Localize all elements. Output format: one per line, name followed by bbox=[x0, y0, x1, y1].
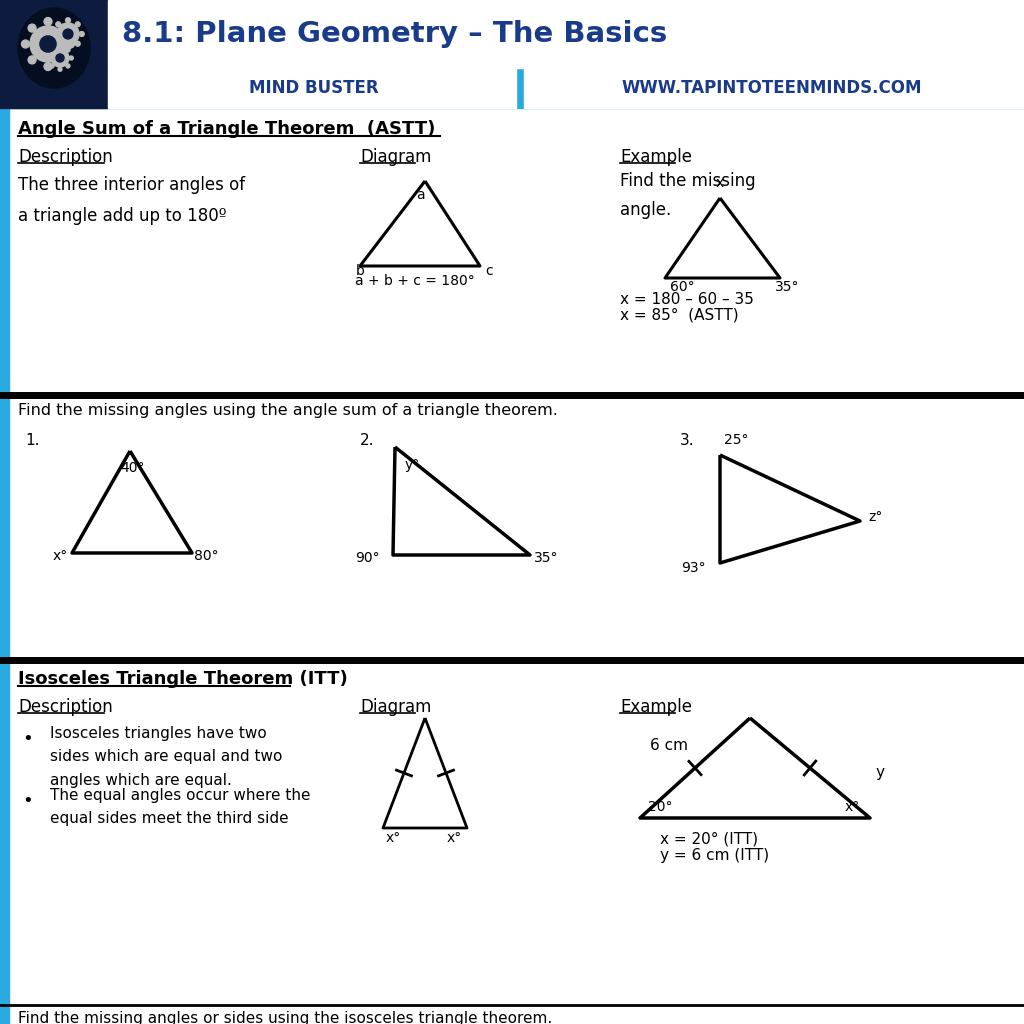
Circle shape bbox=[56, 54, 65, 62]
Circle shape bbox=[44, 62, 52, 71]
Text: x = 85°  (ASTT): x = 85° (ASTT) bbox=[620, 308, 738, 323]
Circle shape bbox=[70, 56, 74, 60]
Text: 90°: 90° bbox=[355, 551, 380, 565]
Text: x°: x° bbox=[386, 831, 401, 845]
Text: x: x bbox=[716, 176, 724, 190]
Text: y°: y° bbox=[406, 458, 420, 472]
Circle shape bbox=[60, 25, 68, 32]
Text: Find the missing angles or sides using the isosceles triangle theorem.: Find the missing angles or sides using t… bbox=[18, 1011, 552, 1024]
Circle shape bbox=[66, 45, 71, 50]
Text: Description: Description bbox=[18, 698, 113, 716]
Text: Isosceles triangles have two
sides which are equal and two
angles which are equa: Isosceles triangles have two sides which… bbox=[50, 726, 283, 787]
Circle shape bbox=[56, 41, 60, 46]
Text: •: • bbox=[22, 730, 33, 748]
Bar bbox=[108, 0, 1024, 68]
Text: Isosceles Triangle Theorem (ITT): Isosceles Triangle Theorem (ITT) bbox=[18, 670, 348, 688]
Bar bbox=[0, 0, 1024, 108]
Text: c: c bbox=[485, 264, 493, 278]
Circle shape bbox=[40, 36, 56, 52]
Circle shape bbox=[76, 41, 80, 46]
Text: 1.: 1. bbox=[25, 433, 40, 449]
Text: Diagram: Diagram bbox=[360, 148, 431, 166]
Circle shape bbox=[28, 25, 36, 32]
Circle shape bbox=[56, 22, 60, 27]
Circle shape bbox=[22, 40, 30, 48]
Text: Find the missing angles using the angle sum of a triangle theorem.: Find the missing angles using the angle … bbox=[18, 403, 558, 418]
Circle shape bbox=[66, 48, 70, 52]
Text: 3.: 3. bbox=[680, 433, 694, 449]
Text: x°: x° bbox=[446, 831, 462, 845]
Bar bbox=[0, 108, 9, 1024]
Text: MIND BUSTER: MIND BUSTER bbox=[249, 79, 379, 97]
Circle shape bbox=[58, 45, 62, 49]
Circle shape bbox=[57, 23, 79, 45]
Circle shape bbox=[51, 49, 69, 67]
Text: 25°: 25° bbox=[724, 433, 749, 447]
Text: •: • bbox=[22, 792, 33, 810]
Bar bbox=[108, 68, 516, 108]
Text: 8.1: Plane Geometry – The Basics: 8.1: Plane Geometry – The Basics bbox=[122, 20, 668, 48]
Circle shape bbox=[79, 32, 84, 37]
Text: y: y bbox=[874, 766, 884, 780]
Circle shape bbox=[63, 29, 73, 39]
Ellipse shape bbox=[18, 8, 90, 88]
Circle shape bbox=[76, 22, 80, 27]
Text: The equal angles occur where the
equal sides meet the third side: The equal angles occur where the equal s… bbox=[50, 788, 310, 826]
Text: 80°: 80° bbox=[194, 549, 219, 563]
Circle shape bbox=[58, 68, 62, 72]
Text: Example: Example bbox=[620, 148, 692, 166]
Text: Diagram: Diagram bbox=[360, 698, 431, 716]
Text: b: b bbox=[356, 264, 365, 278]
Text: y = 6 cm (ITT): y = 6 cm (ITT) bbox=[660, 848, 769, 863]
Circle shape bbox=[50, 63, 54, 68]
Text: 2.: 2. bbox=[360, 433, 375, 449]
Circle shape bbox=[66, 17, 71, 23]
Text: x = 20° (ITT): x = 20° (ITT) bbox=[660, 831, 758, 847]
Text: 35°: 35° bbox=[775, 280, 800, 294]
Text: a + b + c = 180°: a + b + c = 180° bbox=[355, 274, 475, 288]
Text: x = 180 – 60 – 35: x = 180 – 60 – 35 bbox=[620, 292, 754, 307]
Text: 40°: 40° bbox=[121, 461, 145, 475]
Circle shape bbox=[52, 32, 56, 37]
Text: 20°: 20° bbox=[648, 800, 673, 814]
Text: WWW.TAPINTOTEENMINDS.COM: WWW.TAPINTOTEENMINDS.COM bbox=[622, 79, 923, 97]
Text: The three interior angles of
a triangle add up to 180º: The three interior angles of a triangle … bbox=[18, 176, 245, 224]
Text: 60°: 60° bbox=[670, 280, 694, 294]
Text: a: a bbox=[416, 188, 424, 202]
Text: x°: x° bbox=[53, 549, 68, 563]
Text: 6 cm: 6 cm bbox=[650, 738, 688, 753]
Text: 93°: 93° bbox=[681, 561, 706, 575]
Circle shape bbox=[30, 26, 66, 62]
Bar bbox=[524, 68, 1024, 108]
Ellipse shape bbox=[40, 10, 80, 46]
Text: Find the missing
angle.: Find the missing angle. bbox=[620, 172, 756, 219]
Circle shape bbox=[44, 17, 52, 26]
Bar bbox=[0, 0, 108, 108]
Circle shape bbox=[47, 56, 51, 60]
Text: Angle Sum of a Triangle Theorem  (ASTT): Angle Sum of a Triangle Theorem (ASTT) bbox=[18, 120, 435, 138]
Circle shape bbox=[66, 63, 70, 68]
Text: Example: Example bbox=[620, 698, 692, 716]
Circle shape bbox=[67, 40, 75, 48]
Text: z°: z° bbox=[868, 510, 883, 524]
Text: 35°: 35° bbox=[534, 551, 558, 565]
Circle shape bbox=[60, 56, 68, 63]
Circle shape bbox=[28, 56, 36, 63]
Text: Description: Description bbox=[18, 148, 113, 166]
Text: x°: x° bbox=[845, 800, 860, 814]
Circle shape bbox=[50, 48, 54, 52]
